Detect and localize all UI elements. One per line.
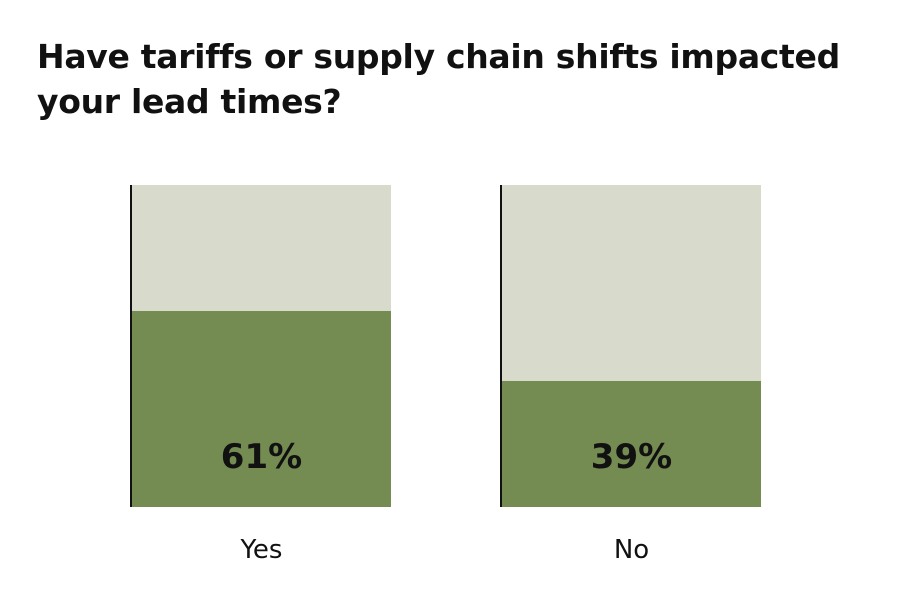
- value-label-yes: 61%: [220, 437, 303, 477]
- value-label-no: 39%: [590, 437, 673, 477]
- category-label-no: No: [613, 535, 650, 565]
- chart-title: Have tariffs or supply chain shifts impa…: [37, 37, 840, 121]
- category-label-yes: Yes: [240, 535, 283, 565]
- bar-no: 39%: [500, 185, 761, 507]
- bar-yes: 61%: [130, 185, 391, 507]
- bar-fill-yes: [132, 310, 391, 507]
- bar-fill-no: [502, 381, 761, 507]
